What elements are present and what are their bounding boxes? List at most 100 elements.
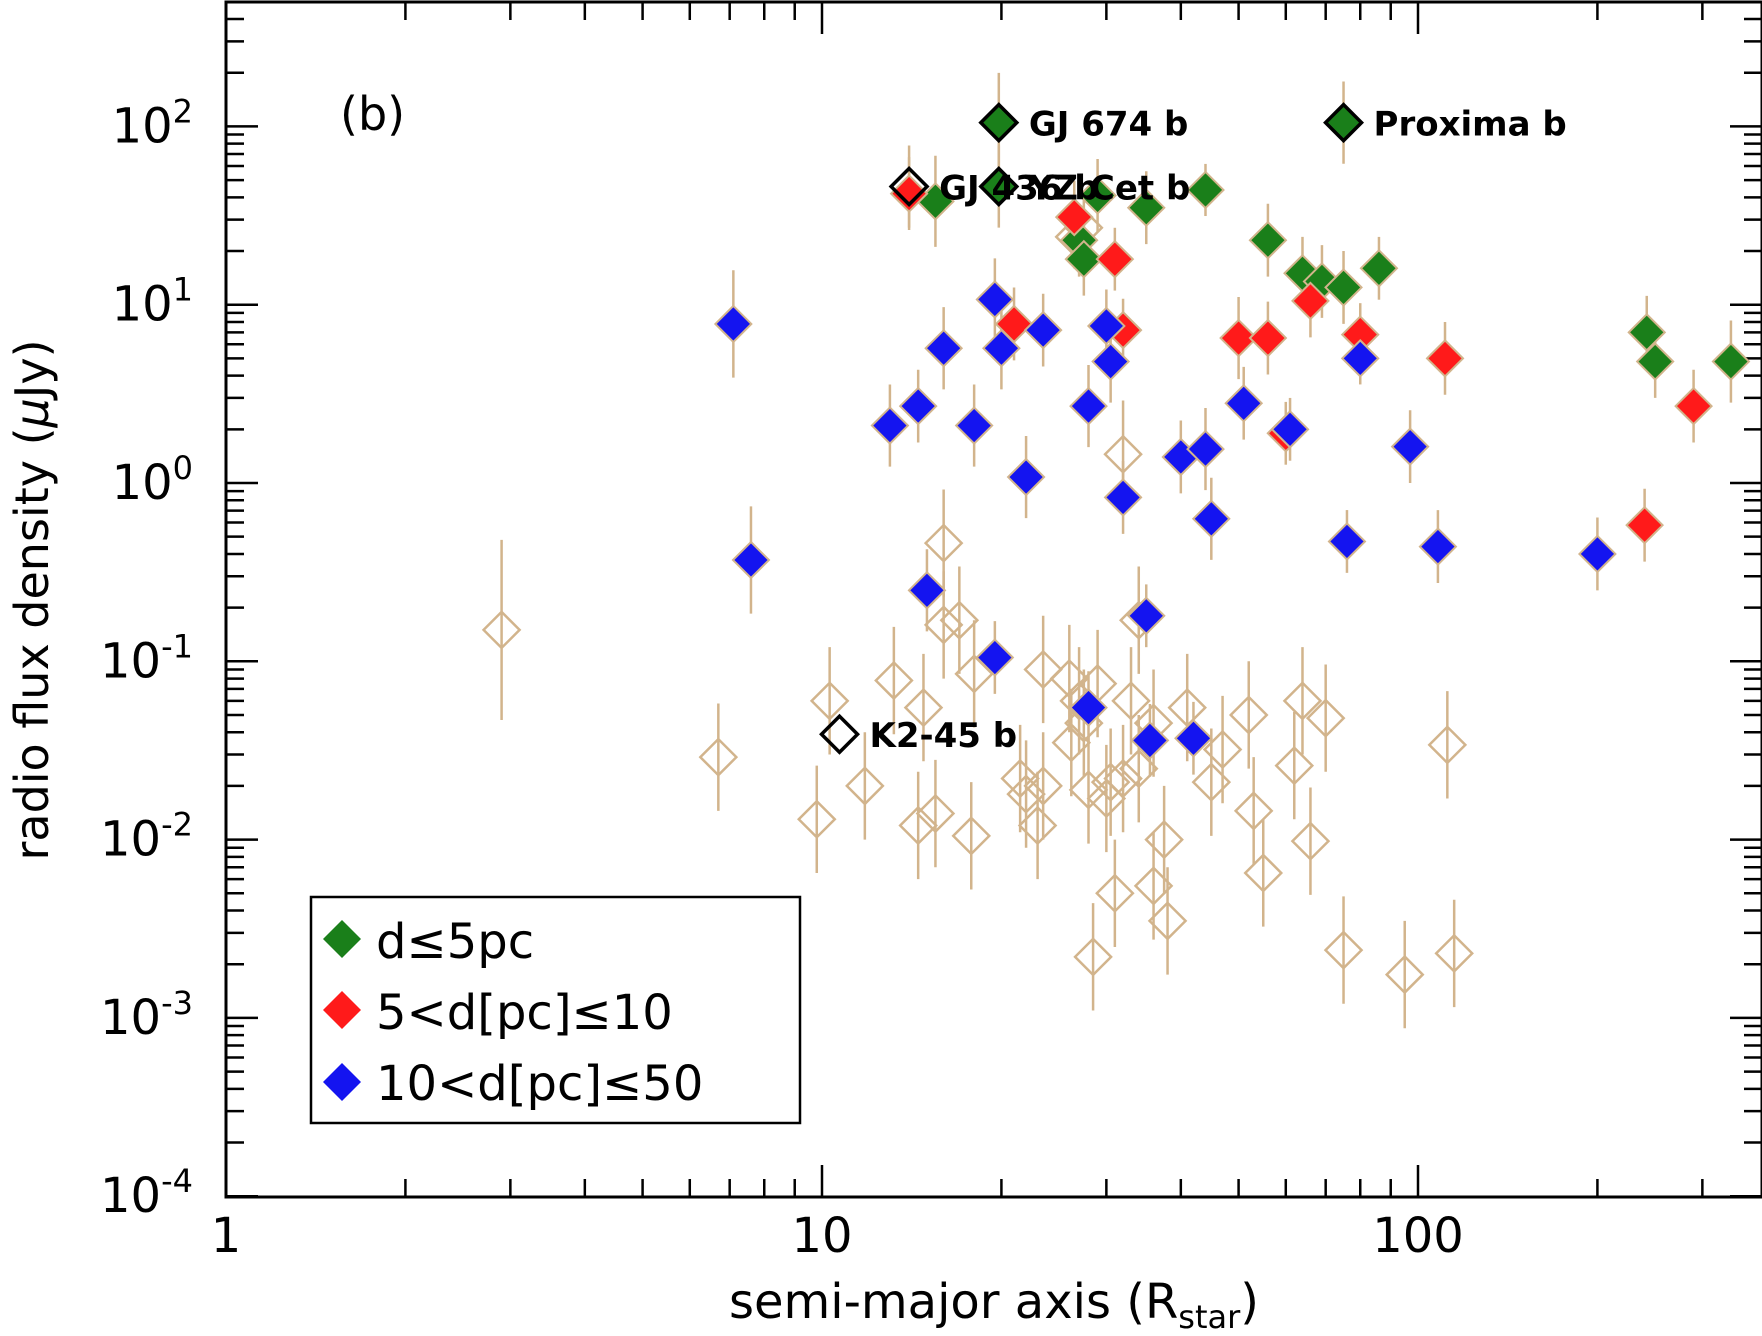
data-point	[1674, 386, 1714, 426]
data-point-undetected	[1023, 649, 1063, 690]
y-tick-exponent: -1	[161, 627, 193, 665]
data-point-undetected	[1023, 766, 1063, 806]
data-point-undetected	[915, 793, 956, 834]
data-point-labelled	[978, 102, 1020, 144]
y-tick-exponent: -4	[161, 1162, 193, 1200]
y-axis-title-end: Jy)	[5, 339, 59, 401]
annotation-label: GJ 674 b	[1029, 105, 1189, 145]
annotation-label: GJ 436 b	[939, 169, 1099, 209]
data-point	[1224, 383, 1264, 423]
y-tick-label: 102	[112, 92, 193, 154]
y-tick-label: 101	[112, 271, 193, 333]
data-point-undetected	[874, 660, 914, 701]
plot-frame	[224, 0, 1762, 1199]
error-bars	[500, 72, 1733, 1029]
data-point	[731, 540, 771, 580]
x-tick-label: 10	[791, 1208, 852, 1264]
data-point-undetected	[898, 805, 938, 846]
data-point-undetected	[1144, 819, 1184, 860]
data-point	[1635, 342, 1675, 381]
data-point-undetected	[951, 816, 992, 856]
data-point	[1191, 499, 1231, 539]
data-point-undetected	[698, 737, 739, 777]
data-point-undetected	[903, 687, 944, 728]
data-point	[1327, 522, 1367, 561]
y-tick-base: 10	[100, 1168, 161, 1224]
data-point	[975, 280, 1015, 319]
y-tick-label: 10-1	[100, 627, 193, 689]
data-point	[975, 638, 1015, 677]
data-point	[1248, 318, 1288, 358]
y-tick-base: 10	[112, 277, 173, 333]
y-tick-label: 100	[112, 449, 193, 511]
data-point-undetected	[923, 605, 964, 645]
data-point-undetected	[923, 523, 964, 563]
y-tick-base: 10	[100, 990, 161, 1046]
data-point-undetected	[1434, 933, 1474, 974]
data-point-undetected	[1133, 866, 1174, 906]
data-point	[1023, 310, 1063, 350]
legend-label-blue: 10<d[pc]≤50	[376, 1056, 703, 1112]
data-point	[1186, 429, 1225, 469]
data-point	[1078, 176, 1118, 215]
data-point	[1425, 338, 1465, 378]
annotations: GJ 674 b Proxima b GJ 436 bYZ Cet b K2-45 b	[870, 105, 1567, 757]
data-point	[907, 570, 947, 610]
data-point-undetected	[1006, 774, 1046, 814]
data-point	[1086, 306, 1126, 346]
x-tick-label: 100	[1372, 1208, 1464, 1264]
y-tick-label: 10-2	[100, 806, 193, 868]
data-point	[1577, 534, 1617, 574]
data-point-undetected	[1282, 681, 1323, 721]
data-point	[1095, 239, 1135, 279]
data-point	[1248, 220, 1288, 260]
data-point-undetected	[1290, 821, 1331, 861]
legend-label-red: 5<d[pc]≤10	[376, 985, 673, 1041]
data-point-undetected	[1427, 725, 1468, 765]
y-tick-base: 10	[100, 633, 161, 689]
data-point	[1064, 239, 1104, 279]
annotation-label: YZ Cet b	[1028, 169, 1191, 209]
y-tick-base: 10	[112, 455, 173, 511]
y-tick-base: 10	[112, 98, 173, 154]
data-point-undetected	[845, 766, 885, 806]
data-point	[889, 174, 929, 213]
data-point	[954, 406, 994, 445]
data-point	[1324, 268, 1363, 307]
legend-marker-green	[323, 920, 361, 958]
data-point	[1390, 427, 1430, 467]
data-point-undetected	[1323, 930, 1364, 970]
legend-label-green: d≤5pc	[376, 914, 534, 970]
data-point-undetected	[1073, 937, 1113, 977]
data-point	[1103, 478, 1143, 517]
data-point	[1130, 720, 1170, 760]
data-point-undetected	[1051, 722, 1092, 763]
legend-marker-red	[323, 991, 361, 1029]
data-point-undetected	[1095, 873, 1135, 914]
data-point	[1069, 386, 1108, 426]
x-axis-title-sub: star	[1178, 1298, 1241, 1336]
data-point-undetected	[1017, 805, 1058, 846]
data-point	[870, 406, 910, 445]
data-point-undetected	[1202, 729, 1243, 770]
data-point-labelled	[888, 166, 930, 208]
y-axis-title-main: radio flux density (	[5, 427, 59, 860]
y-tick-label: 10-4	[100, 1162, 193, 1224]
data-point-undetected	[1228, 695, 1269, 735]
data-point	[1126, 596, 1166, 636]
data-point-undetected	[1305, 698, 1346, 738]
data-point	[713, 304, 753, 344]
data-point	[1291, 281, 1330, 321]
data-point-undetected	[1090, 762, 1131, 802]
y-axis-title-mu: μ	[5, 398, 59, 428]
data-point-undetected	[1243, 853, 1284, 893]
data-point	[1219, 318, 1259, 358]
y-tick-exponent: -2	[161, 806, 193, 844]
data-point-undetected	[939, 600, 980, 640]
panel-label: (b)	[340, 87, 405, 141]
data-point	[1006, 457, 1046, 497]
data-point	[1711, 342, 1751, 381]
data-point-labelled	[819, 713, 860, 755]
x-axis-title-end: )	[1240, 1274, 1259, 1330]
